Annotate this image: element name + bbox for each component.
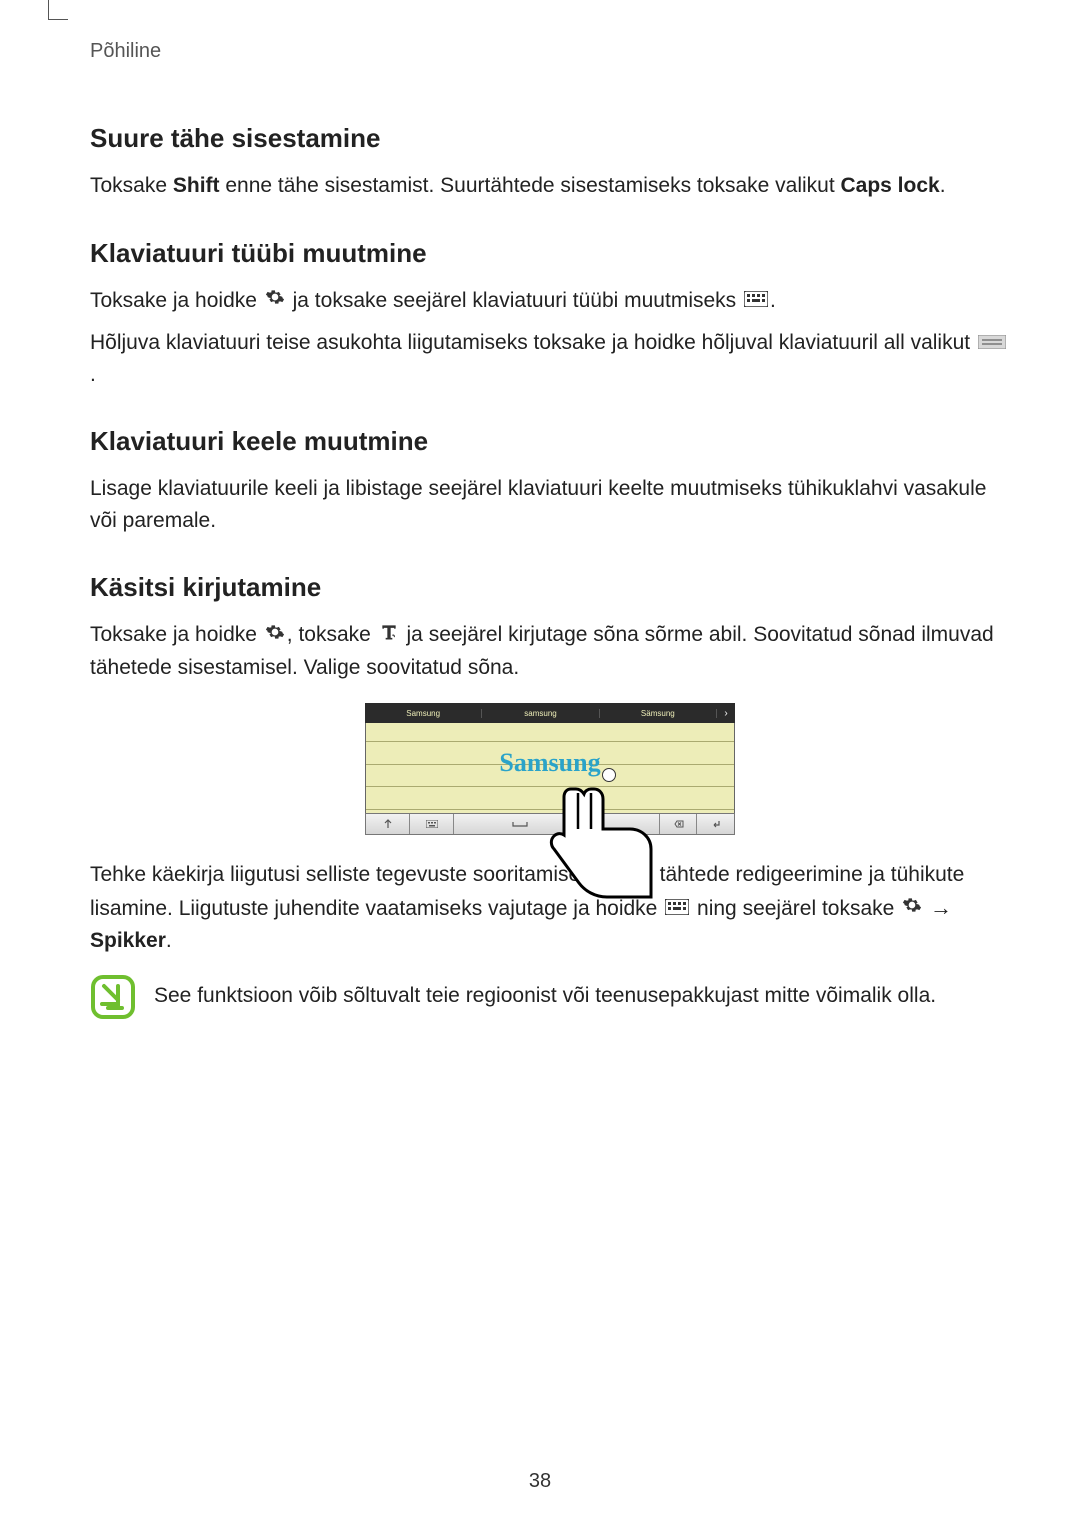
text-bold-capslock: Caps lock: [841, 174, 940, 197]
gear-icon: [265, 285, 285, 317]
para-keyboard-type-2: Hõljuva klaviatuuri teise asukohta liigu…: [90, 327, 1010, 391]
text: Toksake ja hoidke: [90, 289, 263, 312]
kb-backspace-key: [660, 814, 697, 834]
text: .: [770, 289, 776, 312]
para-uppercase-entry: Toksake Shift enne tähe sisestamist. Suu…: [90, 170, 1010, 202]
para-keyboard-language: Lisage klaviatuurile keeli ja libistage …: [90, 473, 1010, 536]
text: .: [940, 174, 946, 197]
handle-icon: [978, 327, 1006, 359]
heading-uppercase-entry: Suure tähe sisestamine: [90, 123, 1010, 154]
hand-pointer-icon: [533, 779, 653, 929]
note-text: See funktsioon võib sõltuvalt teie regio…: [154, 974, 936, 1012]
suggestion-bar: Samsung samsung Sämsung ›: [365, 703, 735, 723]
text-bold-shift: Shift: [173, 174, 220, 197]
heading-handwriting: Käsitsi kirjutamine: [90, 572, 1010, 603]
page-corner-mark: [48, 0, 68, 20]
handwritten-text: Samsung: [499, 748, 600, 778]
suggestion-item: Sämsung: [600, 709, 717, 718]
text: Hõljuva klaviatuuri teise asukohta liigu…: [90, 331, 976, 354]
text: ja toksake seejärel klaviatuuri tüübi mu…: [293, 289, 742, 312]
keyboard-icon: [665, 893, 689, 925]
page-number: 38: [0, 1470, 1080, 1493]
t-icon: [379, 620, 399, 652]
note-block: See funktsioon võib sõltuvalt teie regio…: [90, 974, 1010, 1020]
suggestion-more-icon: ›: [717, 708, 735, 719]
suggestion-item: samsung: [482, 709, 599, 718]
para-handwriting-1: Toksake ja hoidke , toksake ja seejärel …: [90, 619, 1010, 683]
figure-handwriting: Samsung samsung Sämsung › Samsung: [90, 703, 1010, 835]
text: , toksake: [287, 623, 377, 646]
breadcrumb: Põhiline: [90, 40, 1010, 63]
kb-enter-key: [697, 814, 734, 834]
arrow-icon: →: [930, 895, 952, 920]
text: enne tähe sisestamist. Suurtähtede sises…: [220, 174, 841, 197]
kb-key: [366, 814, 410, 834]
figure-inner: Samsung samsung Sämsung › Samsung: [365, 703, 735, 835]
suggestion-item: Samsung: [365, 709, 482, 718]
gear-icon: [265, 620, 285, 652]
heading-keyboard-type: Klaviatuuri tüübi muutmine: [90, 238, 1010, 269]
heading-keyboard-language: Klaviatuuri keele muutmine: [90, 426, 1010, 457]
para-keyboard-type-1: Toksake ja hoidke ja toksake seejärel kl…: [90, 285, 1010, 317]
kb-key: [410, 814, 454, 834]
gear-icon: [902, 893, 922, 925]
note-icon: [90, 974, 136, 1020]
document-page: Põhiline Suure tähe sisestamine Toksake …: [0, 0, 1080, 1060]
text: .: [166, 929, 172, 952]
text: ning seejärel toksake: [697, 897, 900, 920]
text: Toksake: [90, 174, 173, 197]
text-bold-spikker: Spikker: [90, 929, 166, 952]
text: Toksake ja hoidke: [90, 623, 263, 646]
text: .: [90, 363, 96, 386]
keyboard-icon: [744, 285, 768, 317]
